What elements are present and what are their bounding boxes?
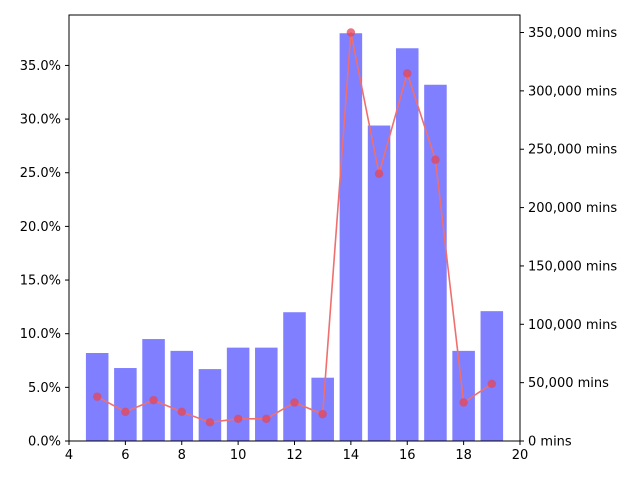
line-point xyxy=(318,409,327,419)
line-point xyxy=(403,69,412,78)
line-point xyxy=(121,407,130,417)
axes: 4 6 8 10 12 14 16 18 20 0.0% 5.0% 10.0% 15.0% 20.0% 25… xyxy=(20,14,617,463)
line-point xyxy=(459,398,468,407)
x-tick-label: 6 xyxy=(121,448,129,463)
y-left-tick-label: 5.0% xyxy=(28,381,61,396)
x-tick-label: 8 xyxy=(178,448,186,463)
bar xyxy=(170,350,194,441)
x-tick-label: 12 xyxy=(286,448,303,463)
y-right-tick-label: 150,000 mins xyxy=(528,259,617,274)
line-point xyxy=(346,28,356,37)
y-left-tick-label: 0.0% xyxy=(28,435,61,450)
line-point xyxy=(262,414,271,424)
x-tick-label: 20 xyxy=(512,448,529,463)
x-tick-label: 4 xyxy=(65,448,73,463)
bar xyxy=(255,347,278,441)
bar xyxy=(142,339,165,441)
y-left-tick-label: 15.0% xyxy=(20,274,61,289)
bar xyxy=(480,311,504,441)
x-tick-label: 18 xyxy=(455,448,472,463)
line-point xyxy=(233,414,243,424)
y-left-tick-label: 10.0% xyxy=(20,327,61,342)
line-point xyxy=(487,379,497,389)
bar xyxy=(424,84,447,441)
y-right-tick-label: 300,000 mins xyxy=(528,84,617,99)
y-left-tick-label: 25.0% xyxy=(20,166,61,181)
bar-series xyxy=(85,33,504,441)
line-point xyxy=(149,395,158,405)
y-right-tick-label: 350,000 mins xyxy=(528,26,617,41)
y-right-tick-label: 250,000 mins xyxy=(528,143,617,158)
bar xyxy=(283,312,306,441)
bar xyxy=(395,48,419,441)
x-tick-label: 16 xyxy=(399,448,416,463)
y-right-tick-label: 50,000 mins xyxy=(528,376,609,391)
y-right-tick-label: 100,000 mins xyxy=(528,318,617,333)
line-point xyxy=(92,392,102,401)
y-left-tick-label: 20.0% xyxy=(20,220,61,235)
line-point xyxy=(205,418,215,427)
line-point xyxy=(374,169,384,178)
bar xyxy=(114,368,137,441)
y-right-tick-label: 0 mins xyxy=(528,435,572,450)
bar xyxy=(198,369,222,441)
line-point xyxy=(177,407,186,417)
bar xyxy=(367,125,391,441)
y-left-tick-label: 30.0% xyxy=(20,113,61,128)
line-point xyxy=(431,155,440,164)
line-series xyxy=(92,28,497,427)
y-right-tick-label: 200,000 mins xyxy=(528,201,617,216)
x-tick-label: 10 xyxy=(230,448,247,463)
x-tick-label: 14 xyxy=(343,448,360,463)
bar xyxy=(226,347,250,441)
y-left-tick-label: 35.0% xyxy=(20,59,61,74)
bar xyxy=(339,33,363,441)
line-point xyxy=(290,398,299,407)
